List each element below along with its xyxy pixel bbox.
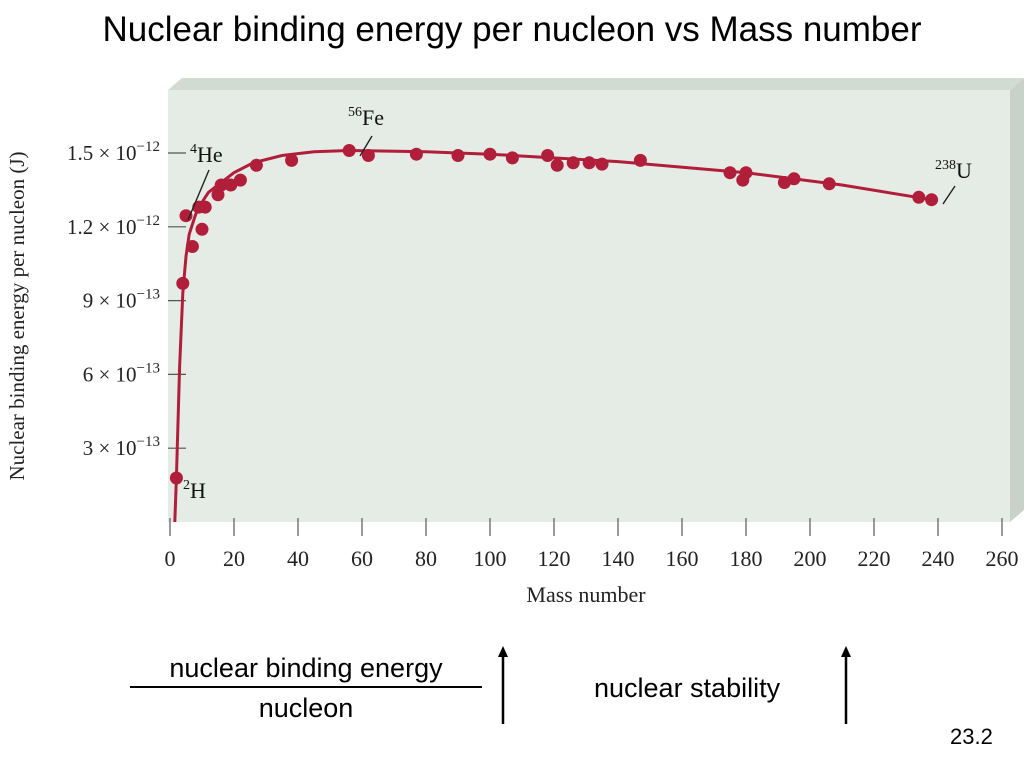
increase-arrow-icon [841,646,851,724]
annotation-h: 2H [183,478,206,503]
data-point [195,222,209,236]
data-point [912,190,926,204]
x-tick-label: 80 [415,546,437,571]
y-tick-label: 1.2 × 10−12 [67,213,160,239]
data-point [285,153,299,167]
panel-top [168,78,1024,90]
x-tick-label: 160 [666,546,699,571]
data-point [483,147,497,161]
x-tick-label: 200 [794,546,827,571]
x-tick-label: 220 [858,546,891,571]
x-tick-label: 100 [474,546,507,571]
data-point [214,178,228,192]
data-point [211,188,225,202]
data-point [233,173,247,187]
data-point [185,240,199,253]
y-tick-label: 6 × 10−13 [83,360,160,386]
data-point [176,276,190,290]
data-point [723,166,737,180]
data-point [925,193,939,207]
data-point [179,209,193,223]
annotation-leader [187,169,210,221]
annotation-leader [942,185,956,205]
x-tick-label: 260 [986,546,1019,571]
y-axis-label: Nuclear binding energy per nucleon (J) [5,151,29,480]
data-point [787,172,801,186]
increase-arrow-icon [498,646,508,724]
data-point [550,158,564,172]
y-tick-label: 1.5 × 10−12 [67,139,160,165]
data-point [582,156,596,170]
data-point [169,471,183,485]
plot-panel [168,78,1024,522]
stability-label: nuclear stability [594,673,781,703]
slide-title: Nuclear binding energy per nucleon vs Ma… [102,10,922,49]
y-tick-label: 9 × 10−13 [83,287,160,313]
data-point [633,153,647,167]
x-tick-label: 20 [223,546,245,571]
slide-number: 23.2 [950,724,993,749]
data-point [342,144,356,157]
x-tick-label: 40 [287,546,309,571]
data-point [566,156,580,170]
data-point [249,158,263,172]
series-group [169,144,939,523]
data-point [451,149,465,162]
x-tick-label: 180 [730,546,763,571]
panel-side [1010,78,1024,522]
annotation-u: 238U [935,158,972,183]
data-point [739,166,753,180]
x-tick-label: 120 [538,546,571,571]
annotation-he: 4He [190,142,223,167]
data-point [822,177,836,191]
fraction-numerator: nuclear binding energy [130,650,482,688]
x-tick-label: 240 [922,546,955,571]
x-axis-label: Mass number [526,582,646,607]
data-point [198,200,212,214]
x-tick-label: 140 [602,546,635,571]
data-point [505,151,519,165]
labels-group: 4He 56Fe 238U 2H [183,105,972,503]
axes: 0 20 40 60 80 100 120 140 160 180 200 220 240 260 Mass… [5,139,1019,607]
x-tick-label: 0 [165,546,176,571]
data-point [541,149,555,162]
annotation-leader [359,135,373,157]
data-point [361,149,375,162]
y-tick-label: 3 × 10−13 [83,434,160,460]
data-point [595,157,609,171]
fraction-denominator: nucleon [258,693,354,723]
data-point [224,178,238,192]
data-point [409,147,423,161]
annotation-fe: 56Fe [348,105,384,130]
x-tick-label: 60 [351,546,373,571]
chart: 0 20 40 60 80 100 120 140 160 180 200 220 240 260 Mass… [5,78,1024,607]
